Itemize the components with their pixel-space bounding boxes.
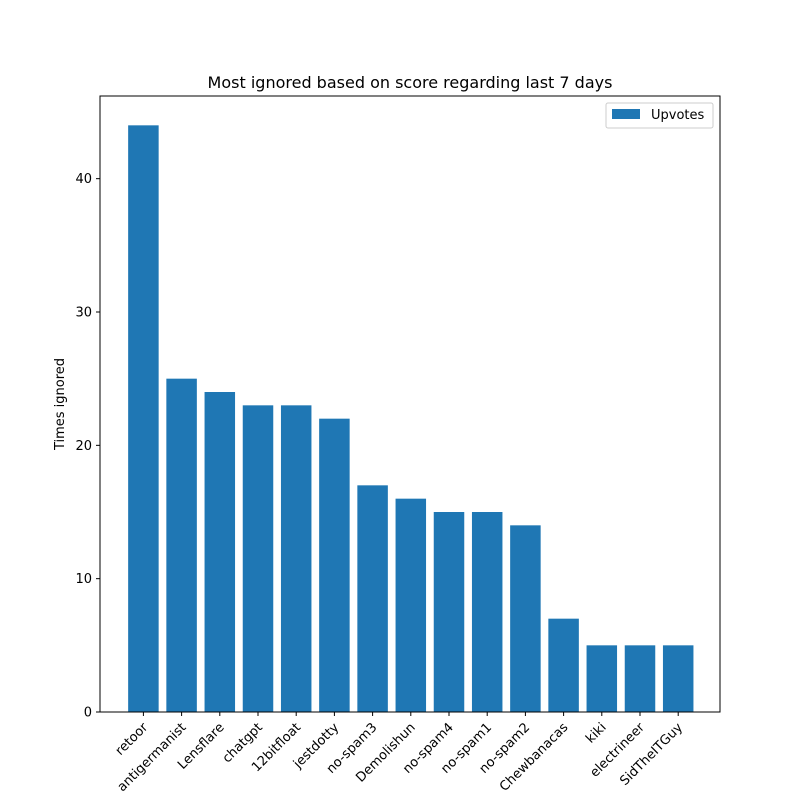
y-axis-label: Times ignored: [53, 358, 68, 451]
bar-no-spam2: [510, 525, 541, 712]
legend-swatch: [612, 109, 640, 119]
bar-Lensflare: [204, 392, 236, 712]
bar-no-spam1: [471, 512, 503, 712]
y-tick-label: 0: [84, 706, 92, 721]
bar-Chewbanacas: [548, 618, 579, 712]
bar-electrineer: [624, 645, 656, 712]
bar-Demolishun: [395, 498, 427, 712]
bar-SidTheITGuy: [662, 645, 694, 712]
bar-retoor: [128, 125, 159, 712]
bars-group: [128, 125, 694, 712]
y-tick-label: 20: [75, 439, 92, 454]
y-axis-ticks: 0 10 20 30 40: [75, 172, 100, 721]
chart-title: Most ignored based on score regarding la…: [208, 73, 613, 92]
y-tick-label: 40: [75, 172, 92, 187]
plot-frame: [99, 95, 721, 713]
y-tick-label: 10: [75, 572, 92, 587]
bar-jestdotty: [319, 418, 350, 712]
bar-no-spam4: [433, 512, 465, 712]
bar-antigermanist: [166, 378, 197, 712]
bar-12bitfloat: [280, 405, 312, 712]
y-tick-label: 30: [75, 306, 92, 321]
legend-label: Upvotes: [651, 108, 705, 123]
bar-no-spam3: [357, 485, 388, 712]
bar-chatgpt: [242, 405, 274, 712]
legend: Upvotes: [605, 102, 714, 129]
bar-kiki: [586, 645, 618, 712]
